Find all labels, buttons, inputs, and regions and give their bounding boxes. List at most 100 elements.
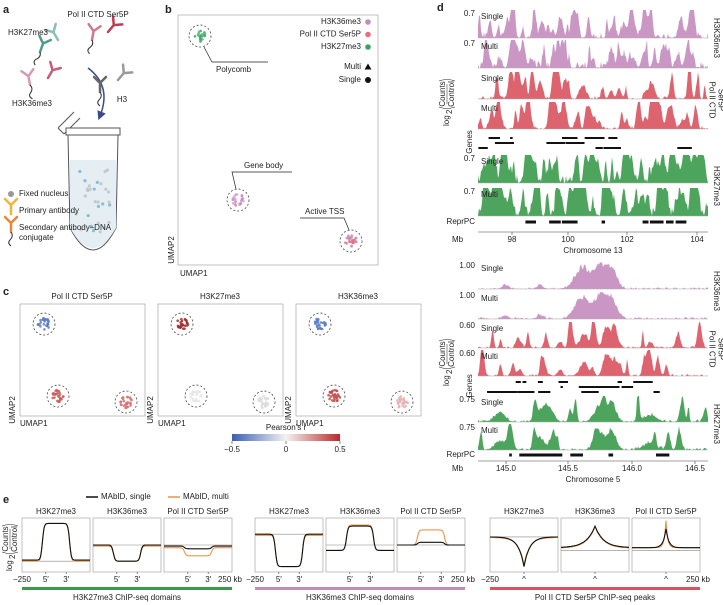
- label: ^: [593, 575, 597, 584]
- label: UMAP2: [146, 396, 155, 424]
- cell: [259, 399, 263, 403]
- gene: [478, 147, 488, 149]
- label: −250: [481, 575, 500, 584]
- nucleus: [104, 187, 108, 191]
- antibody-arm: [87, 22, 102, 42]
- cluster-outline: [184, 384, 208, 408]
- reprpc-region: [675, 220, 687, 224]
- cluster-outline: [188, 24, 212, 48]
- label: Single: [339, 75, 362, 84]
- antibody: [87, 22, 102, 55]
- label: Single: [481, 398, 504, 407]
- panel-letter: c: [3, 286, 9, 298]
- bracket: [1, 524, 19, 527]
- label: Genes: [465, 374, 474, 398]
- label: H3K36me3: [321, 17, 362, 26]
- dna: [97, 91, 102, 107]
- cell: [352, 241, 356, 244]
- gene: [593, 386, 603, 388]
- cell: [335, 396, 339, 400]
- cluster-outline: [32, 312, 56, 336]
- nucleus: [101, 202, 105, 206]
- label: 146.0: [622, 464, 643, 473]
- label: Counts: [1, 526, 10, 551]
- antibody-arm: [44, 22, 60, 42]
- cell: [121, 397, 125, 401]
- gene: [487, 391, 505, 393]
- label: H3K27me3: [504, 507, 545, 516]
- cell: [266, 403, 269, 407]
- cell: [401, 401, 405, 405]
- gene: [581, 391, 599, 393]
- label: Multi: [481, 104, 498, 113]
- label: 0.7: [464, 187, 476, 196]
- label: Ser5P: [716, 338, 723, 360]
- nucleus: [83, 194, 87, 198]
- label: 3′: [205, 575, 211, 584]
- domain-bar: [22, 587, 232, 590]
- label: 0: [284, 445, 289, 454]
- plot-frame: [21, 517, 91, 573]
- label: H3K36me3: [340, 507, 381, 516]
- label: 5′: [114, 575, 120, 584]
- cluster-outline: [252, 390, 276, 414]
- reprpc-region: [519, 453, 528, 457]
- cell: [200, 33, 204, 37]
- reprpc-region: [525, 220, 536, 224]
- label: −0.5: [224, 445, 240, 454]
- label: −250: [13, 575, 32, 584]
- label: Counts: [438, 81, 447, 106]
- label: 250 kb: [218, 575, 243, 584]
- antibody-arm: [116, 63, 134, 82]
- label: 0.60: [459, 349, 475, 358]
- label: 0.5: [334, 445, 346, 454]
- label: Multi: [481, 352, 498, 361]
- cell: [262, 395, 265, 398]
- plot-frame: [19, 303, 146, 417]
- cell: [262, 402, 265, 406]
- gene: [517, 391, 535, 393]
- gene: [565, 142, 584, 144]
- cell: [329, 395, 333, 398]
- label: 2: [445, 369, 454, 374]
- label: ReprPC: [447, 450, 476, 459]
- label: H3K27me3: [269, 507, 310, 516]
- cell: [314, 321, 318, 325]
- cell: [176, 319, 179, 323]
- nucleus: [83, 179, 87, 183]
- domain-bar: [255, 587, 465, 590]
- label: H3K36me3: [712, 271, 721, 312]
- cell: [396, 401, 400, 404]
- profile-line: [490, 536, 558, 565]
- cell: [347, 238, 351, 241]
- cell: [126, 401, 130, 404]
- legend-swatch: [364, 63, 372, 70]
- cell: [397, 405, 401, 409]
- cell: [199, 40, 202, 43]
- label: 0.7: [464, 9, 476, 18]
- cell: [42, 323, 46, 326]
- signal-track: [478, 322, 708, 348]
- signal-track: [478, 40, 708, 68]
- label: Pol II CTD Ser5P: [635, 507, 696, 516]
- cell: [45, 324, 49, 327]
- panel-letter: d: [437, 2, 444, 14]
- gene: [578, 386, 598, 388]
- bracket: [1, 551, 19, 554]
- label: Counts: [438, 341, 447, 366]
- label: 5′: [347, 575, 353, 584]
- cluster-outline: [170, 312, 194, 336]
- reprpc-region: [509, 453, 512, 457]
- reprpc-region: [642, 220, 646, 224]
- label: Fixed nucleus: [19, 189, 68, 198]
- cell: [260, 397, 263, 401]
- label: 102: [620, 235, 634, 244]
- label: UMAP2: [8, 396, 17, 424]
- cell: [197, 30, 201, 34]
- label: Pearson's r: [266, 423, 307, 432]
- cell: [130, 398, 133, 402]
- signal-track: [478, 72, 708, 99]
- cell: [199, 37, 202, 41]
- antibody-arm: [38, 34, 53, 54]
- legend-swatch: [365, 44, 371, 50]
